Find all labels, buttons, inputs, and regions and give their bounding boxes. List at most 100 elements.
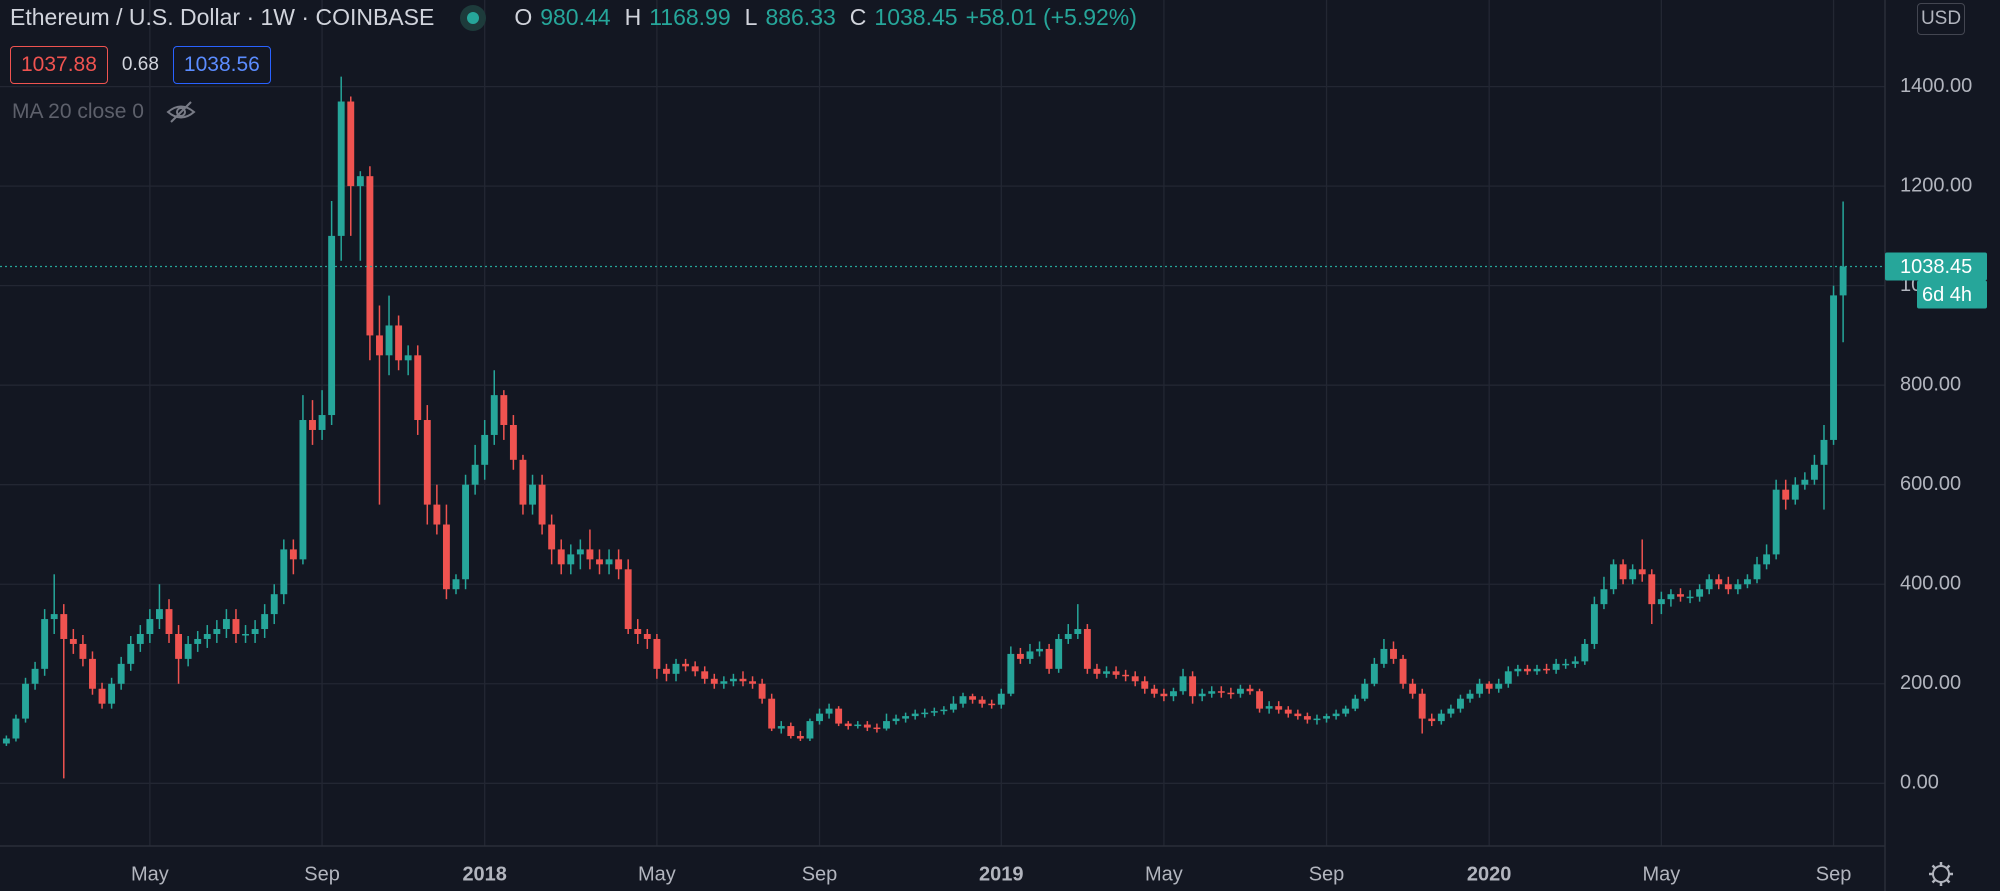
candle-body — [806, 721, 814, 739]
candle-body — [309, 420, 316, 430]
candle-body — [1715, 579, 1723, 585]
candle-body — [1246, 688, 1254, 692]
indicator-label: MA 20 close 0 — [12, 100, 144, 123]
candle-body — [22, 683, 29, 719]
y-tick-label: 1400.00 — [1900, 75, 1972, 97]
candle-body — [318, 415, 326, 430]
ohlc-label: L — [744, 4, 758, 30]
x-tick-label: Sep — [1816, 863, 1852, 885]
candle-body — [12, 718, 20, 739]
candle-body — [1045, 648, 1053, 669]
candle-body — [213, 629, 221, 635]
candle-body — [337, 101, 345, 236]
candle-body — [930, 711, 938, 713]
candle-body — [729, 678, 737, 682]
candle-body — [1294, 713, 1302, 717]
candle-body — [2, 738, 10, 744]
bid-button[interactable]: 1037.88 — [10, 46, 108, 84]
x-tick-label: Sep — [304, 863, 340, 885]
candle-body — [1036, 648, 1043, 652]
candle-body — [576, 549, 584, 555]
symbol-title[interactable]: Ethereum / U.S. Dollar · 1W · COINBASE — [10, 4, 435, 30]
candle-body — [1495, 683, 1503, 689]
market-status — [460, 4, 487, 31]
candle-body — [1323, 716, 1330, 719]
y-tick-label: 1200.00 — [1900, 174, 1972, 196]
candle-body — [787, 726, 795, 737]
x-tick-label: May — [638, 863, 676, 885]
change-value: +58.01 (+5.92%) — [965, 4, 1137, 30]
settings-gear[interactable] — [1929, 862, 1953, 886]
candle-body — [1724, 584, 1732, 590]
candle-body — [175, 634, 183, 659]
candle-body — [1351, 698, 1359, 709]
candle-body — [376, 335, 383, 356]
hidden-eye-icon[interactable] — [166, 100, 196, 124]
candle-body — [452, 579, 460, 590]
candle-body — [1256, 691, 1264, 709]
candle-body — [883, 721, 890, 729]
candle-body — [835, 708, 843, 724]
candle-body — [433, 504, 441, 525]
ask-button[interactable]: 1038.56 — [172, 46, 271, 84]
candle-body — [892, 718, 900, 722]
candle-body — [1523, 668, 1531, 672]
candle-body — [538, 484, 546, 525]
candle-body — [653, 638, 661, 669]
candle-body — [816, 713, 823, 722]
candle-body — [1265, 706, 1273, 709]
candle-body — [950, 703, 957, 710]
candle-body — [89, 658, 96, 689]
countdown-tag — [1917, 280, 1987, 309]
candle-body — [414, 355, 422, 421]
candle-body — [31, 668, 39, 684]
candle-body — [1667, 594, 1675, 600]
candle-body — [1370, 663, 1378, 684]
candle-body — [701, 671, 709, 679]
candle-body — [1763, 554, 1771, 565]
candle-body — [1064, 634, 1072, 639]
candle-body — [60, 614, 68, 639]
candle-body — [203, 634, 211, 639]
candle-body — [117, 663, 125, 684]
candle-body — [1657, 599, 1665, 605]
gear-tooth — [1931, 878, 1937, 884]
candle-body — [1782, 489, 1790, 500]
candle-body — [710, 678, 718, 684]
candle-body — [1504, 671, 1512, 684]
candle-body — [1189, 676, 1197, 697]
candle-body — [184, 643, 192, 659]
candle-body — [567, 554, 575, 565]
spread: 0.68 — [121, 54, 159, 75]
candle-body — [1619, 564, 1627, 580]
candle-body — [366, 176, 374, 336]
candle-body — [978, 699, 986, 704]
candle-body — [1686, 596, 1694, 599]
candle-body — [844, 723, 852, 727]
candle-body — [586, 549, 594, 560]
candle-body — [127, 643, 135, 664]
candle-body — [462, 484, 470, 580]
candle-body — [1170, 691, 1177, 697]
ohlc-label: O — [514, 4, 533, 30]
x-tick-label: 2020 — [1467, 863, 1512, 885]
close-value: 1038.45 — [874, 4, 958, 30]
currency-button[interactable]: USD — [1917, 3, 1965, 35]
countdown-label: 6d 4h — [1922, 284, 1972, 306]
last-price-label: 1038.45 — [1900, 256, 1972, 278]
y-tick-label: 400.00 — [1900, 573, 1961, 595]
candle-body — [997, 693, 1005, 705]
candle-body — [194, 638, 202, 644]
candle-body — [758, 683, 766, 699]
open-value: 980.44 — [540, 4, 611, 30]
candle-body — [1810, 464, 1818, 480]
candle-body — [1275, 706, 1283, 710]
candle-body — [347, 101, 355, 187]
candle-body — [1514, 668, 1522, 672]
indicator-legend: MA 20 close 0 — [12, 100, 196, 124]
candle-body — [69, 638, 77, 644]
candle-body — [1141, 681, 1149, 689]
candle-body — [1198, 693, 1206, 697]
candle-body — [1179, 676, 1187, 692]
